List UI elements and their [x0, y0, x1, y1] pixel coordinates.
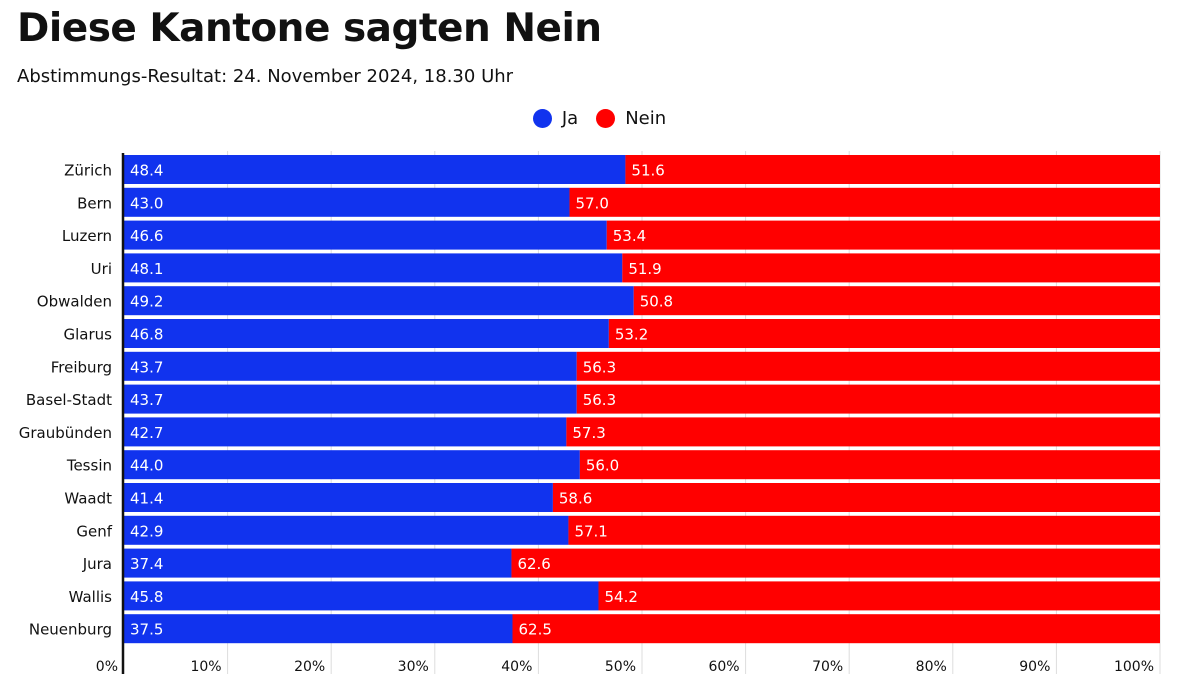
data-label-ja: 43.7: [130, 391, 163, 409]
x-tick-label: 0%: [96, 659, 118, 674]
bar-nein: [576, 351, 1160, 381]
data-label-ja: 46.6: [130, 227, 163, 245]
x-tick-label: 60%: [708, 659, 739, 674]
data-label-nein: 57.1: [574, 522, 607, 540]
bar-nein: [608, 319, 1160, 348]
x-tick-label: 20%: [294, 659, 325, 674]
data-label-nein: 53.4: [613, 227, 646, 245]
data-label-ja: 42.7: [130, 424, 163, 442]
bar-nein: [511, 548, 1160, 578]
data-label-nein: 54.2: [604, 588, 637, 606]
data-label-nein: 56.3: [583, 391, 616, 409]
bar-ja: [124, 319, 609, 348]
data-label-ja: 41.4: [130, 490, 163, 508]
chart-title: Diese Kantone sagten Nein: [17, 6, 602, 51]
x-tick-label: 30%: [398, 659, 429, 674]
category-label: Zürich: [64, 162, 112, 180]
x-tick-label: 40%: [501, 659, 532, 674]
data-label-nein: 58.6: [559, 490, 592, 508]
bar-ja: [124, 384, 577, 414]
legend: Ja Nein: [0, 106, 1199, 130]
category-label: Glarus: [64, 326, 113, 344]
bar-nein: [566, 417, 1160, 447]
legend-item-nein: Nein: [596, 108, 666, 129]
bar-nein: [576, 384, 1160, 414]
bar-ja: [124, 548, 512, 578]
bar-nein: [633, 286, 1160, 316]
x-tick-label: 10%: [190, 659, 221, 674]
data-label-nein: 53.2: [615, 326, 648, 344]
data-label-nein: 51.6: [631, 162, 664, 180]
category-label: Luzern: [62, 227, 112, 245]
data-label-nein: 62.5: [519, 621, 552, 639]
data-label-nein: 56.3: [583, 358, 616, 376]
data-label-ja: 48.4: [130, 162, 163, 180]
x-tick-label: 70%: [812, 659, 843, 674]
bar-ja: [124, 253, 623, 283]
bar-nein: [606, 220, 1160, 250]
bar-nein: [579, 450, 1160, 480]
data-label-nein: 57.0: [575, 194, 608, 212]
data-label-nein: 57.3: [572, 424, 605, 442]
bar-nein: [552, 483, 1160, 512]
x-tick-label: 80%: [916, 659, 947, 674]
data-label-ja: 44.0: [130, 457, 163, 475]
category-label: Graubünden: [19, 424, 112, 442]
category-label: Bern: [77, 194, 112, 212]
data-label-nein: 62.6: [517, 555, 550, 573]
bar-nein: [622, 253, 1160, 283]
bar-nein: [568, 515, 1160, 545]
category-label: Neuenburg: [29, 621, 112, 639]
bar-nein: [569, 187, 1160, 217]
bar-nein: [512, 614, 1160, 644]
data-label-ja: 42.9: [130, 522, 163, 540]
bar-ja: [124, 417, 567, 447]
chart-subtitle: Abstimmungs-Resultat: 24. November 2024,…: [17, 66, 514, 87]
data-label-ja: 45.8: [130, 588, 163, 606]
bar-ja: [124, 286, 634, 316]
category-label: Obwalden: [37, 293, 112, 311]
data-label-ja: 49.2: [130, 293, 163, 311]
data-label-nein: 56.0: [586, 457, 619, 475]
data-label-ja: 48.1: [130, 260, 163, 278]
category-label: Wallis: [69, 588, 113, 606]
data-label-ja: 46.8: [130, 326, 163, 344]
category-label: Genf: [76, 522, 112, 540]
bar-nein: [598, 581, 1160, 611]
legend-item-ja: Ja: [532, 107, 579, 129]
data-label-ja: 37.4: [130, 555, 163, 573]
x-tick-label: 50%: [605, 659, 636, 674]
bar-nein: [625, 155, 1160, 184]
data-label-nein: 51.9: [628, 260, 661, 278]
legend-label-ja: Ja: [561, 107, 579, 129]
data-label-ja: 37.5: [130, 621, 163, 639]
bar-ja: [124, 515, 569, 545]
bar-ja: [124, 155, 626, 184]
data-label-nein: 50.8: [640, 293, 673, 311]
bar-ja: [124, 187, 570, 217]
bar-ja: [124, 581, 599, 611]
bar-ja: [124, 483, 553, 512]
category-label: Waadt: [64, 490, 112, 508]
bar-ja: [124, 614, 513, 644]
category-label: Basel-Stadt: [26, 391, 112, 409]
data-label-ja: 43.0: [130, 194, 163, 212]
legend-label-nein: Nein: [625, 107, 667, 129]
bar-ja: [124, 220, 607, 250]
category-label: Uri: [91, 260, 112, 278]
legend-swatch-nein: [596, 108, 616, 128]
bar-ja: [124, 351, 577, 381]
category-label: Jura: [82, 555, 112, 573]
category-label: Tessin: [66, 457, 112, 475]
legend-swatch-ja: [532, 108, 552, 128]
category-label: Freiburg: [51, 358, 112, 376]
x-tick-label: 100%: [1114, 659, 1154, 674]
data-label-ja: 43.7: [130, 358, 163, 376]
x-tick-label: 90%: [1019, 659, 1050, 674]
bar-ja: [124, 450, 580, 480]
